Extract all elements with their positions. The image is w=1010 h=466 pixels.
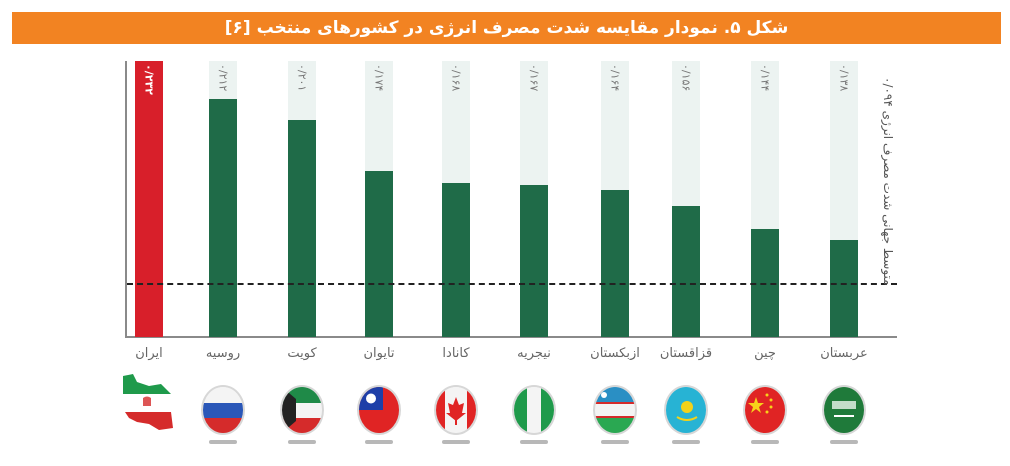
flag-shadow <box>209 440 237 444</box>
bar-canada <box>442 183 470 337</box>
taiwan-flag-icon <box>359 387 399 433</box>
iran-flag-map-icon <box>119 372 175 434</box>
country-label: ازبکستان <box>590 346 640 361</box>
country-label: قزاقستان <box>659 346 713 361</box>
value-label: ۰/۲۳۲ <box>142 64 156 95</box>
bar-iran <box>135 61 163 337</box>
flag-shadow <box>520 440 548 444</box>
flag-shadow <box>365 440 393 444</box>
world-average-reference-line <box>127 283 897 285</box>
value-label: ۰/۱۴۴ <box>758 64 772 92</box>
bar-russia <box>209 99 237 337</box>
bar-uzbekistan <box>601 190 629 337</box>
country-label: کانادا <box>442 346 470 361</box>
canada-flag-icon <box>436 387 476 433</box>
china-flag-icon <box>745 387 785 433</box>
country-label: کویت <box>287 346 317 361</box>
kazakhstan-flag-icon <box>666 387 706 433</box>
saudi-flag-icon <box>824 387 864 433</box>
country-label: تایوان <box>363 346 395 361</box>
flag-shadow <box>672 440 700 444</box>
bar-saudi-arabia <box>830 240 858 337</box>
bar-kazakhstan <box>672 206 700 337</box>
flag-shadow <box>288 440 316 444</box>
uzbekistan-flag-icon <box>595 387 635 433</box>
russia-flag-icon <box>203 387 243 433</box>
flag-shadow <box>442 440 470 444</box>
flag-shadow <box>830 440 858 444</box>
value-label: ۰/۲۰۱ <box>295 64 309 92</box>
country-label: ایران <box>135 346 163 361</box>
value-label: ۰/۲۱۲ <box>216 64 230 92</box>
country-label: عربستان <box>820 346 868 361</box>
nigeria-flag-icon <box>514 387 554 433</box>
value-label: ۰/۱۷۴ <box>372 64 386 92</box>
chart-title: شکل ۵. نمودار مقایسه شدت مصرف انرژی در ک… <box>12 12 1001 44</box>
flag-shadow <box>751 440 779 444</box>
value-label: ۰/۱۵۶ <box>679 64 693 92</box>
world-average-label: متوسط جهانی شدت مصرف انرژی ۰/۰۹۴ <box>881 77 895 286</box>
value-label: ۰/۱۶۸ <box>449 64 463 92</box>
bar-nigeria <box>520 185 548 337</box>
value-label: ۰/۱۳۸ <box>837 64 851 92</box>
bar-taiwan <box>365 171 393 337</box>
value-label: ۰/۱۶۷ <box>527 64 541 92</box>
country-label: نیجریه <box>517 346 551 361</box>
bar-kuwait <box>288 120 316 337</box>
country-label: روسیه <box>205 346 241 361</box>
flag-shadow <box>601 440 629 444</box>
value-label: ۰/۱۶۴ <box>608 64 622 92</box>
kuwait-flag-icon <box>282 387 322 433</box>
y-axis-line <box>125 61 127 338</box>
x-axis-line <box>125 336 897 338</box>
country-label: چین <box>754 346 776 361</box>
